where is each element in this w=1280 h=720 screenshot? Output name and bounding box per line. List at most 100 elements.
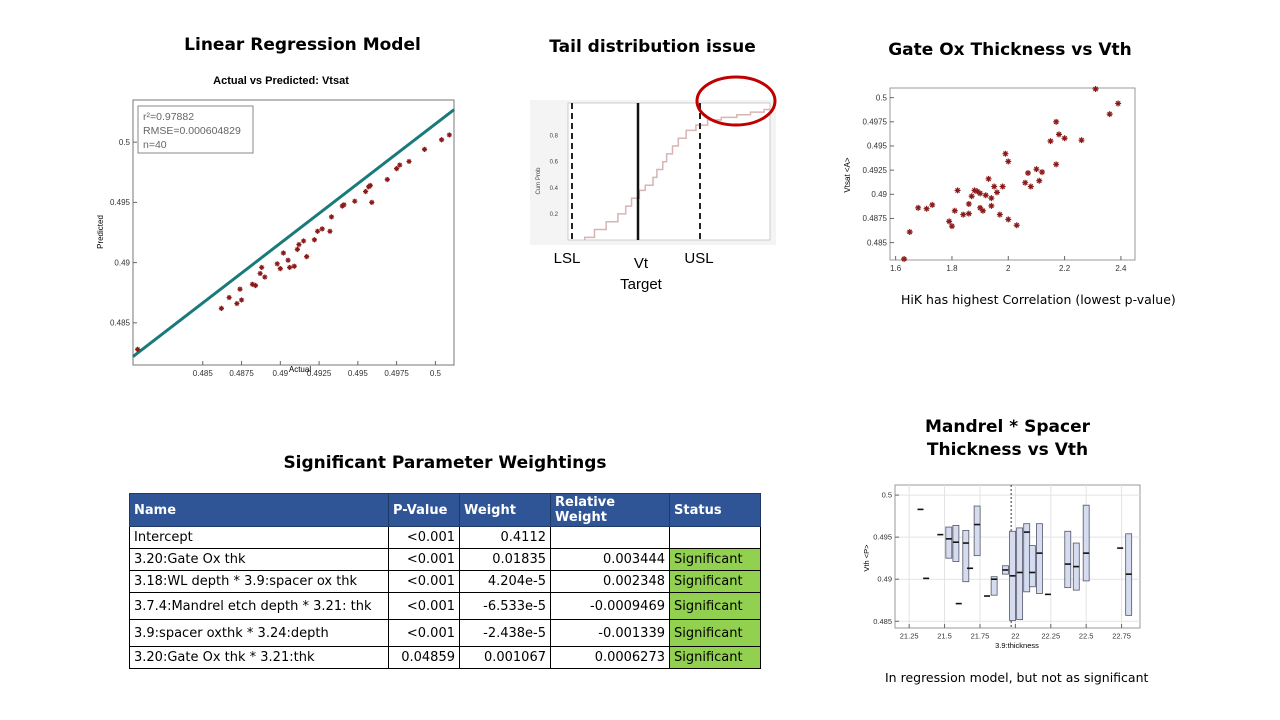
regression-point (384, 176, 390, 183)
mandrel-xlabel: 3.9:thickness (995, 641, 1039, 650)
table-row: 3.7.4:Mandrel etch depth * 3.21: thk <0.… (129, 592, 761, 620)
regression-point (328, 214, 335, 220)
cell-status: Significant (669, 619, 761, 647)
regression-legend-r2: r²=0.97882 (143, 111, 194, 123)
gateox-point (948, 223, 955, 230)
gateox-point (991, 183, 998, 190)
gateox-xtick-label: 2.4 (1115, 264, 1127, 273)
regression-ylabel: Predicted (96, 215, 105, 249)
regression-point (218, 305, 224, 311)
gateox-chart: 1.6 1.8 2 2.2 2.4 0.485 0.4875 0.49 0.4925 0.495 0… (843, 85, 1136, 273)
regression-point (446, 132, 452, 138)
gateox-point (1061, 135, 1068, 142)
regression-point (352, 198, 358, 204)
cell-weight: -6.533e-5 (459, 592, 551, 620)
header-name: Name (129, 493, 389, 527)
cell-name: 3.20:Gate Ox thk (129, 548, 389, 571)
regression-point (363, 188, 369, 195)
mandrel-ytick-label: 0.49 (877, 575, 892, 584)
gateox-ytick-label: 0.4925 (863, 166, 888, 175)
cell-relative-weight: 0.003444 (550, 548, 670, 571)
regression-point (262, 274, 268, 280)
cell-name: 3.20:Gate Ox thk * 3.21:thk (129, 646, 389, 669)
regression-ytick-label: 0.495 (110, 198, 131, 207)
gateox-point (1078, 137, 1085, 144)
gateox-ytick-label: 0.4875 (863, 214, 888, 223)
mandrel-xtick-label: 22.75 (1112, 632, 1131, 641)
regression-ytick-label: 0.5 (119, 138, 131, 147)
gateox-point (1005, 158, 1012, 165)
gateox-point (979, 207, 986, 214)
cell-p-value: <0.001 (388, 592, 460, 620)
regression-ytick-label: 0.485 (110, 319, 131, 328)
target-label: Target (620, 276, 663, 293)
regression-point (257, 270, 263, 277)
regression-point (249, 281, 256, 287)
mandrel-xtick-label: 22.5 (1079, 632, 1094, 641)
mandrel-box (1064, 530, 1072, 589)
cell-status (669, 526, 761, 549)
cell-weight: -2.438e-5 (459, 619, 551, 647)
regression-point (311, 237, 318, 243)
cell-relative-weight (550, 526, 670, 549)
gateox-point (915, 204, 922, 211)
cell-relative-weight: 0.002348 (550, 570, 670, 593)
regression-chart: Actual vs Predicted: Vtsat 0.485 0.4875 0.… (96, 75, 455, 378)
gateox-point (985, 175, 992, 182)
mandrel-box (1125, 533, 1133, 616)
cell-p-value: <0.001 (388, 526, 460, 549)
mandrel-xtick-label: 21.25 (900, 632, 919, 641)
cell-status: Significant (669, 646, 761, 669)
vt-label: Vt (634, 255, 649, 272)
regression-point (369, 199, 375, 205)
gateox-point (1036, 177, 1043, 184)
gateox-point (954, 187, 961, 194)
regression-point (304, 253, 310, 260)
regression-legend-rmse: RMSE=0.000604829 (143, 125, 241, 137)
lsl-label: LSL (554, 250, 581, 267)
mandrel-box (990, 576, 998, 596)
gateox-point (965, 210, 972, 217)
regression-plot-frame (132, 99, 455, 366)
table-row: 3.20:Gate Ox thk * 3.21:thk 0.04859 0.00… (129, 646, 761, 669)
mandrel-box (973, 505, 981, 557)
regression-chart-title: Actual vs Predicted: Vtsat (213, 75, 349, 87)
gateox-point (1055, 131, 1062, 138)
cell-name: 3.7.4:Mandrel etch depth * 3.21: thk (129, 592, 389, 620)
regression-point (438, 137, 445, 143)
mandrel-box (1009, 530, 1016, 621)
gateox-point (999, 183, 1006, 190)
regression-point (259, 264, 265, 271)
regression-point (287, 264, 293, 271)
mandrel-xtick-label: 21.75 (971, 632, 990, 641)
regression-point (421, 146, 428, 152)
weights-header-row: Name P-Value Weight Relative Weight Stat… (129, 493, 761, 527)
regression-legend-n: n=40 (143, 139, 167, 151)
header-p-value: P-Value (388, 493, 460, 527)
regression-point (234, 300, 240, 307)
cell-p-value: <0.001 (388, 570, 460, 593)
table-row: 3.9:spacer oxthk * 3.24:depth <0.001 -2.… (129, 619, 761, 647)
tail-ytick-label: 0.4 (550, 186, 559, 192)
gateox-point (996, 211, 1003, 218)
tail-ytick-label: 0.8 (550, 134, 559, 140)
regression-point (294, 246, 300, 252)
regression-point (274, 261, 280, 267)
header-relative-weight: Relative Weight (550, 493, 670, 527)
tail-highlight-circle (695, 75, 777, 127)
mandrel-xtick-label: 21.5 (937, 632, 952, 641)
gateox-point (971, 187, 978, 194)
regression-point (314, 228, 321, 234)
mandrel-chart: 21.25 21.5 21.75 22 22.25 22.5 22.75 0.485 0.49 0… (862, 484, 1141, 650)
mandrel-title-line2: Thickness vs Vth (926, 440, 1089, 460)
mandrel-xtick-label: 22 (1011, 632, 1019, 641)
gateox-point (1013, 222, 1020, 229)
regression-xtick-label: 0.5 (430, 369, 442, 378)
mandrel-ytick-label: 0.485 (873, 617, 892, 626)
regression-legend-box (137, 105, 254, 154)
gateox-point (977, 204, 984, 211)
regression-point (394, 166, 400, 172)
cell-p-value: 0.04859 (388, 646, 460, 669)
gateox-xtick-label: 1.8 (946, 264, 958, 273)
cell-weight: 0.001067 (459, 646, 551, 669)
